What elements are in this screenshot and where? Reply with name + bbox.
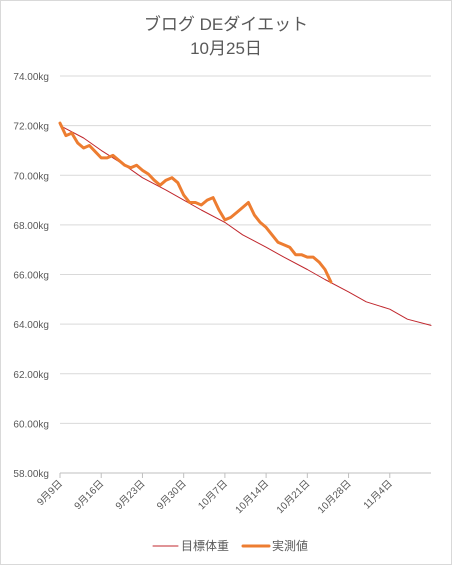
x-tick-label: 9月9日 <box>35 478 65 508</box>
x-tick-label: 10月7日 <box>196 478 230 512</box>
y-tick-label: 74.00kg <box>13 72 49 83</box>
chart-subtitle: 10月25日 <box>190 39 262 58</box>
x-tick-label: 11月4日 <box>361 478 395 512</box>
series-line-target <box>59 125 432 326</box>
x-tick-label: 9月16日 <box>72 478 106 512</box>
x-tick-label: 10月14日 <box>233 478 271 516</box>
series-lines <box>58 121 432 326</box>
y-tick-label: 68.00kg <box>13 221 49 232</box>
gridlines <box>60 75 431 474</box>
y-tick-label: 60.00kg <box>13 419 49 430</box>
y-tick-label: 62.00kg <box>13 370 49 381</box>
legend-label-actual: 実測値 <box>272 538 308 553</box>
x-tick-label: 9月23日 <box>113 478 147 512</box>
x-tick-label: 10月21日 <box>274 478 312 516</box>
y-axis: 58.00kg 60.00kg 62.00kg 64.00kg 66.00kg 68.00… <box>13 72 49 480</box>
series-line-actual <box>58 121 333 284</box>
x-tick-label: 10月28日 <box>315 478 353 516</box>
y-tick-label: 64.00kg <box>13 320 49 331</box>
y-tick-label: 58.00kg <box>13 469 49 480</box>
x-tick-label: 9月30日 <box>154 478 188 512</box>
y-tick-label: 72.00kg <box>13 122 49 133</box>
x-axis: 9月9日 9月16日 9月23日 9月30日 10月7日 10月14日 10月21日 10月2… <box>35 473 395 516</box>
chart-title: ブログ DEダイエット <box>144 14 308 34</box>
y-tick-label: 66.00kg <box>13 271 49 282</box>
legend: 目標体重 実測値 <box>152 538 308 553</box>
y-tick-label: 70.00kg <box>13 171 49 182</box>
legend-label-target: 目標体重 <box>181 539 229 553</box>
